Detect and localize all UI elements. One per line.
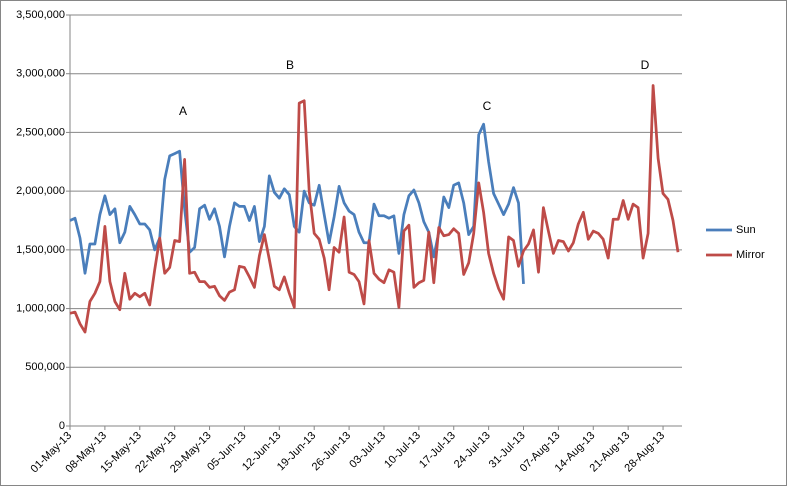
legend-label: Sun <box>736 224 756 236</box>
y-tick-label: 0 <box>59 420 65 432</box>
y-tick-label: 2,500,000 <box>16 126 65 138</box>
y-tick-label: 500,000 <box>25 361 65 373</box>
annotation: D <box>641 58 650 72</box>
y-tick-label: 3,000,000 <box>16 68 65 80</box>
series-line <box>69 84 680 334</box>
legend-label: Mirror <box>736 249 765 261</box>
y-tick-label: 1,500,000 <box>16 244 65 256</box>
y-tick-label: 3,500,000 <box>16 9 65 21</box>
annotation: C <box>483 99 492 113</box>
annotation: A <box>179 104 187 118</box>
y-tick-label: 2,000,000 <box>16 185 65 197</box>
annotation: B <box>286 58 294 72</box>
y-tick-label: 1,000,000 <box>16 302 65 314</box>
